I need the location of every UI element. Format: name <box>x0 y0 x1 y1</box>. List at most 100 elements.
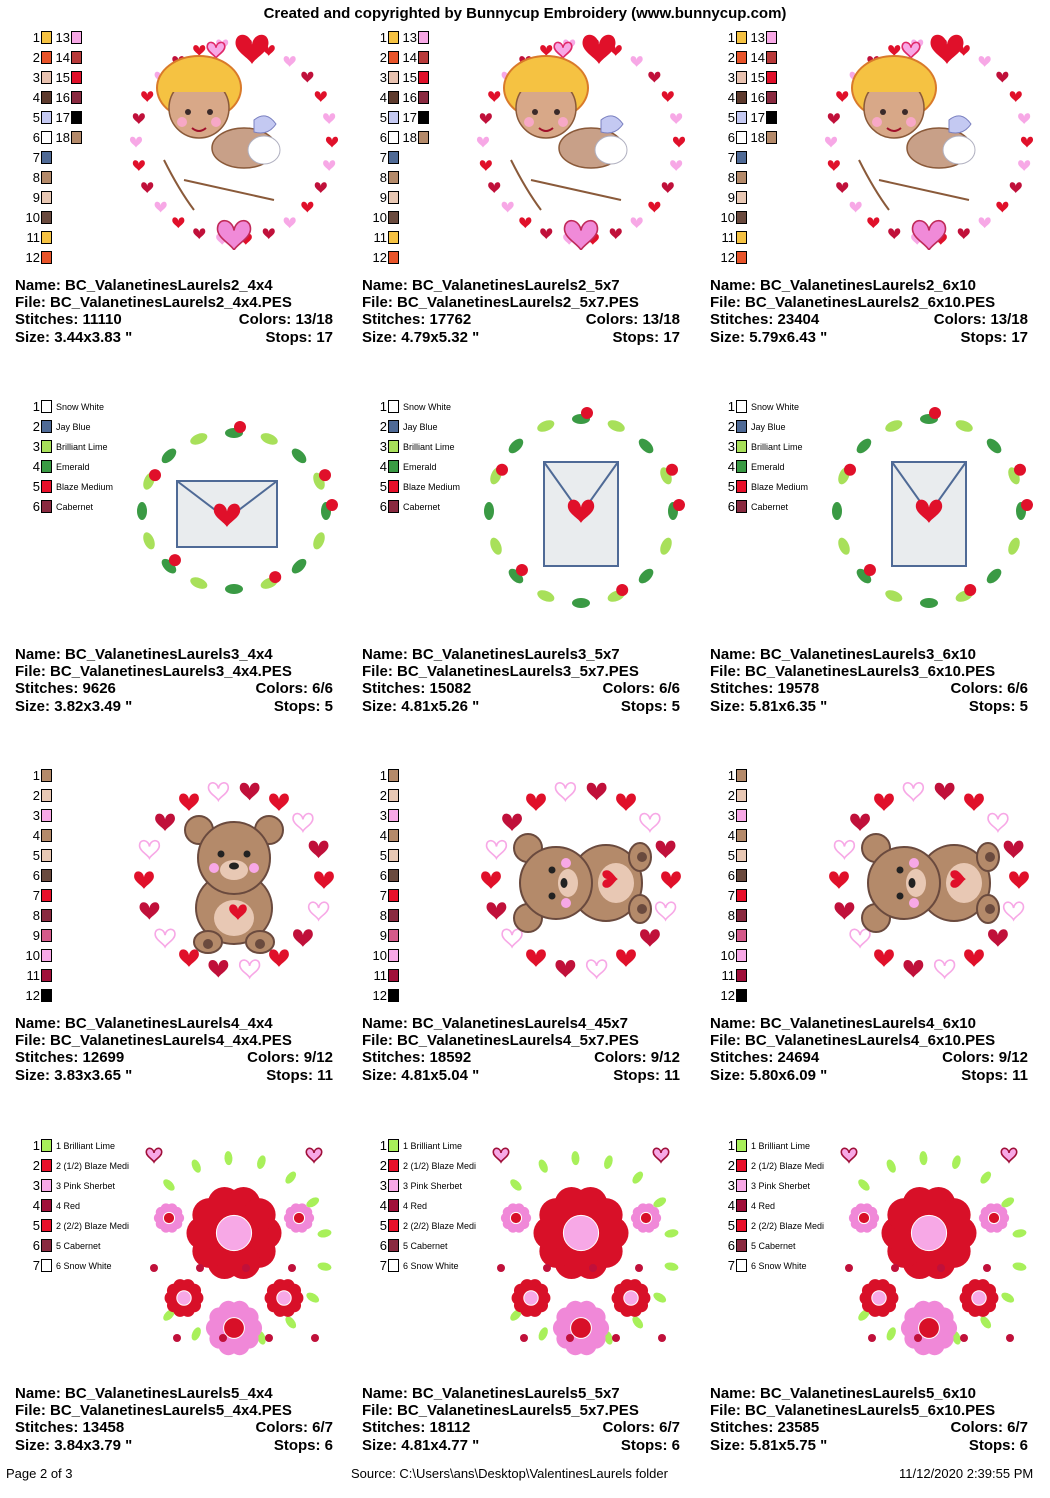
name-label: Name: <box>15 277 66 294</box>
color-swatch <box>736 949 747 962</box>
color-swatch <box>736 929 747 942</box>
design-file: BC_ValanetinesLaurels2_5x7.PES <box>397 294 639 312</box>
color-swatch <box>736 1199 747 1212</box>
stops-label: Stops: <box>265 328 317 346</box>
design-file: BC_ValanetinesLaurels5_6x10.PES <box>745 1402 996 1420</box>
color-swatch <box>736 171 747 184</box>
color-number: 3 <box>32 1178 40 1193</box>
color-swatch <box>736 91 747 104</box>
file-label: File: <box>362 663 398 681</box>
color-swatch <box>41 191 52 204</box>
stitch-count: 18592 <box>429 1049 472 1067</box>
color-number: 3 <box>379 439 387 454</box>
color-number: 11 <box>26 230 41 245</box>
size-label: Size: <box>362 1066 402 1084</box>
color-label: Snow White <box>56 402 105 412</box>
design-cell: 1 Snow White 2 Jay Blue 3 Brilliant Lime… <box>12 399 352 759</box>
stitch-count: 23404 <box>777 311 820 329</box>
color-swatch <box>736 909 747 922</box>
color-swatch <box>418 31 429 44</box>
color-number: 9 <box>32 190 40 205</box>
color-swatch <box>388 500 399 513</box>
color-number: 5 <box>32 1218 40 1233</box>
file-label: File: <box>362 1032 398 1050</box>
design-name: BC_ValanetinesLaurels3_5x7 <box>412 646 620 663</box>
design-info: Name: BC_ValanetinesLaurels5_6x10 File: … <box>710 1385 1028 1454</box>
stitch-count: 13458 <box>82 1419 125 1437</box>
stops-label: Stops: <box>961 1066 1013 1084</box>
color-number: 5 <box>727 479 735 494</box>
color-number: 5 <box>32 110 40 125</box>
embroidery-design-preview <box>476 34 686 250</box>
color-swatch <box>388 969 399 982</box>
name-label: Name: <box>710 646 761 663</box>
color-label: 5 Cabernet <box>403 1241 448 1251</box>
color-swatch <box>388 191 399 204</box>
color-number: 1 <box>379 1138 387 1153</box>
color-count: 6/6 <box>659 680 680 698</box>
color-swatch <box>736 1139 747 1152</box>
design-cell: 1 2 3 4 5 6 7 8 9 10 11 12 <box>359 768 699 1128</box>
design-file: BC_ValanetinesLaurels5_4x4.PES <box>50 1402 292 1420</box>
color-number: 16 <box>750 90 765 105</box>
colors-label: Colors: <box>585 311 643 329</box>
color-number: 13 <box>750 30 765 45</box>
color-number: 12 <box>372 988 387 1003</box>
embroidery-design-preview <box>129 34 339 250</box>
color-count: 9/12 <box>650 1049 680 1067</box>
color-number: 3 <box>379 808 387 823</box>
source-path: Source: C:\Users\ans\Desktop\ValentinesL… <box>351 1466 668 1481</box>
color-number: 10 <box>720 210 735 225</box>
stops-label: Stops: <box>613 1066 665 1084</box>
color-number: 5 <box>727 110 735 125</box>
stitches-label: Stitches: <box>710 1419 778 1437</box>
color-label: Snow White <box>403 402 452 412</box>
color-number: 1 <box>32 30 40 45</box>
color-swatch <box>736 111 747 124</box>
color-count: 9/12 <box>998 1049 1028 1067</box>
colors-label: Colors: <box>950 1419 1008 1437</box>
color-label: 3 Pink Sherbet <box>403 1181 463 1191</box>
stitches-label: Stitches: <box>710 311 778 329</box>
color-number: 5 <box>379 1218 387 1233</box>
color-swatch <box>736 500 747 513</box>
color-number: 12 <box>372 250 387 265</box>
design-cell: 1 2 3 4 5 6 7 8 9 10 11 12 <box>707 768 1047 1128</box>
size-label: Size: <box>710 1436 750 1454</box>
color-label: Jay Blue <box>751 422 786 432</box>
color-swatch <box>41 789 52 802</box>
color-swatch <box>388 1199 399 1212</box>
color-count: 6/6 <box>312 680 333 698</box>
stitches-label: Stitches: <box>362 311 430 329</box>
color-number: 1 <box>727 768 735 783</box>
stop-count: 11 <box>664 1066 680 1084</box>
color-swatch <box>418 71 429 84</box>
color-swatch <box>388 1239 399 1252</box>
color-count: 6/6 <box>1007 680 1028 698</box>
color-number: 6 <box>379 1238 387 1253</box>
design-size: 4.81x5.04 " <box>401 1066 480 1084</box>
color-number: 11 <box>373 230 388 245</box>
color-count: 6/7 <box>312 1419 333 1437</box>
design-file: BC_ValanetinesLaurels4_6x10.PES <box>745 1032 996 1050</box>
design-info: Name: BC_ValanetinesLaurels4_4x4 File: B… <box>15 1015 333 1084</box>
color-number: 6 <box>727 130 735 145</box>
color-number: 2 <box>32 50 40 65</box>
color-swatch <box>736 1159 747 1172</box>
color-number: 14 <box>402 50 417 65</box>
color-number: 6 <box>379 130 387 145</box>
color-label: Emerald <box>403 462 437 472</box>
color-count: 6/7 <box>1007 1419 1028 1437</box>
embroidery-design-preview <box>484 407 685 608</box>
color-swatch <box>41 829 52 842</box>
color-swatch <box>41 111 52 124</box>
color-number: 13 <box>402 30 417 45</box>
color-number: 4 <box>379 1198 387 1213</box>
color-number: 4 <box>32 90 40 105</box>
design-size: 4.81x5.26 " <box>401 697 480 715</box>
color-swatch <box>388 71 399 84</box>
color-swatch <box>736 211 747 224</box>
color-swatch <box>736 889 747 902</box>
design-name: BC_ValanetinesLaurels2_6x10 <box>760 277 976 294</box>
color-number: 7 <box>32 1258 40 1273</box>
